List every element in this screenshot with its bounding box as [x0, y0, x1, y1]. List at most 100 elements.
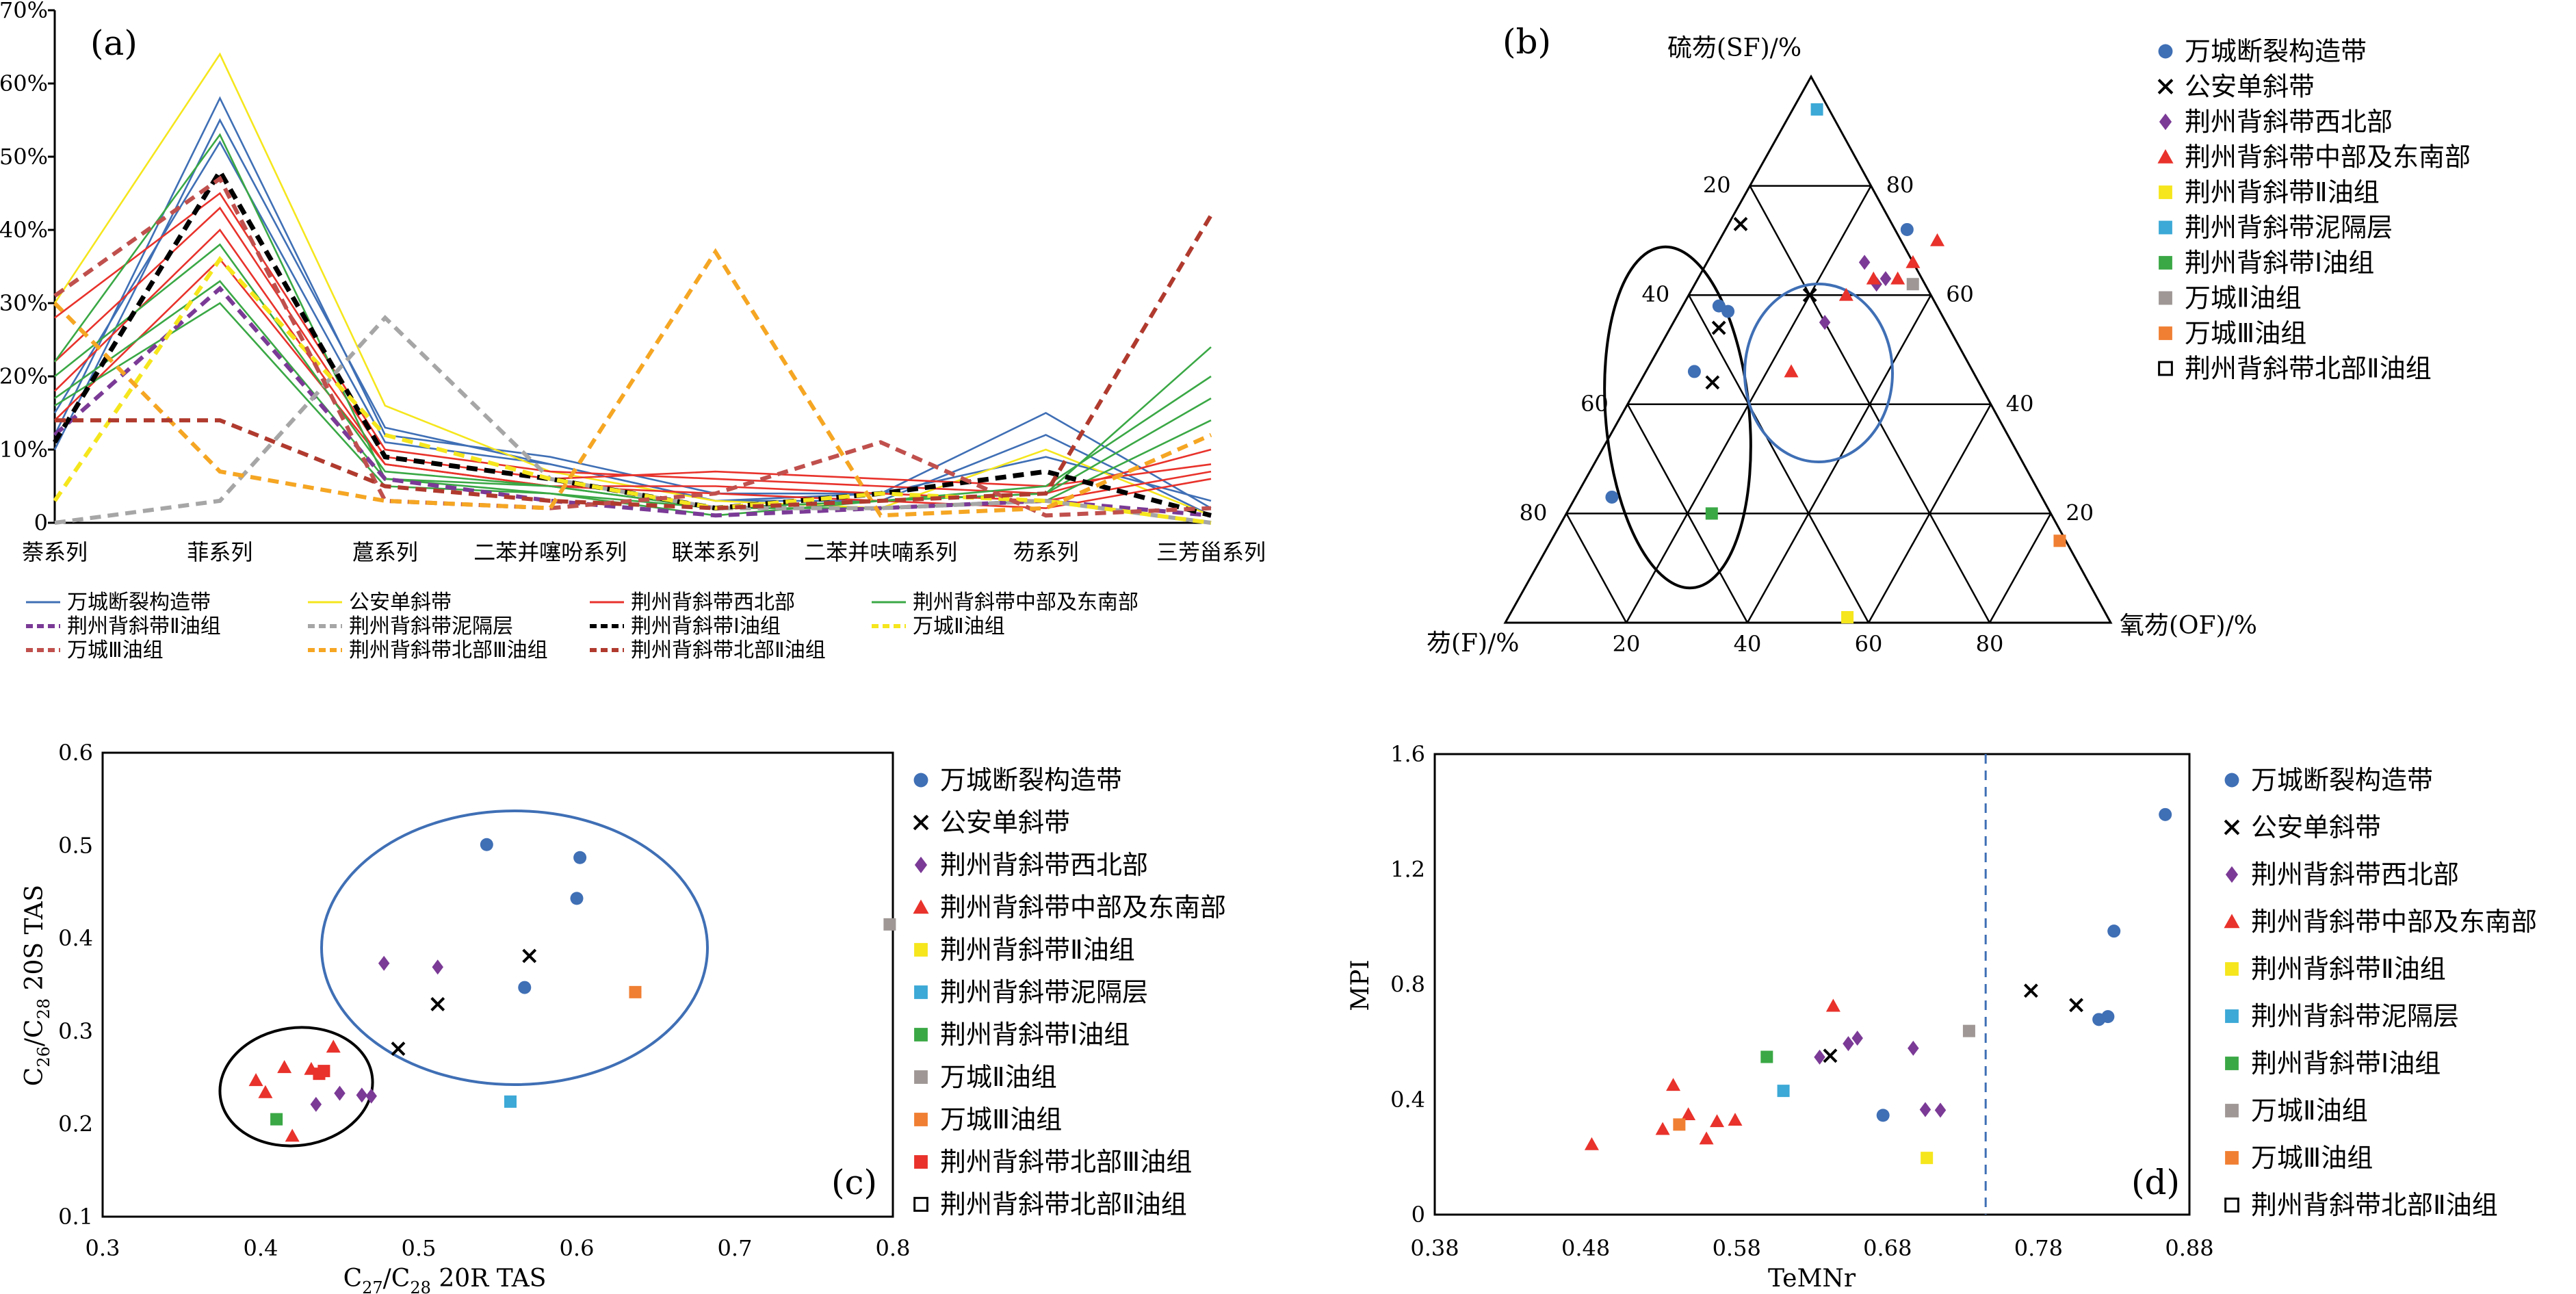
panel-c-point-4 [522, 948, 537, 963]
panel-b-legend-label-3: 荆州背斜带中部及东南部 [2185, 142, 2471, 172]
panel-b-label: (b) [1502, 22, 1551, 62]
panel-b-legend-marker-0 [2158, 44, 2173, 59]
panel-d-ytick-2: 0.8 [1390, 972, 1425, 998]
panel-a-ytick-1: 10% [0, 437, 48, 463]
panel-d-legend-label-6: 荆州背斜带Ⅰ油组 [2251, 1048, 2441, 1078]
panel-d-legend-label-1: 公安单斜带 [2251, 812, 2381, 842]
panel-d-legend-marker-5 [2225, 1009, 2239, 1023]
panel-c-y-label: C26/C28 20S TAS [21, 885, 53, 1086]
panel-a-category-1: 菲系列 [187, 539, 252, 565]
panel-b-right-axis-label: 氧芴(OF)/% [2120, 612, 2257, 640]
panel-a-category-7: 三芳甾系列 [1156, 539, 1266, 565]
panel-d-legend-marker-6 [2225, 1057, 2239, 1070]
panel-d-scatter: 0.38 0.48 0.58 0.68 0.78 0.88 0 0.4 0.8 1.2 1.6 Te… [1346, 741, 2537, 1293]
panel-d-xtick-4: 0.78 [2014, 1235, 2063, 1261]
panel-a-category-3: 二苯并噻吩系列 [473, 539, 627, 565]
panel-b-grid-f-4 [1565, 513, 1628, 623]
panel-c-ytick-4: 0.5 [58, 833, 93, 859]
panel-c-legend-marker-1 [913, 814, 929, 831]
panel-b-legend-label-2: 荆州背斜带西北部 [2185, 107, 2393, 137]
panel-d-legend-label-9: 荆州背斜带北部Ⅱ油组 [2251, 1190, 2498, 1220]
panel-b-point-2 [1687, 365, 1701, 378]
panel-c-point-0 [480, 838, 493, 851]
panel-a-series [53, 52, 1213, 525]
panel-a-series-line-1 [53, 118, 1212, 517]
panel-a-categories: 萘系列 菲系列 蔰系列 二苯并噻吩系列 联苯系列 二苯并呋喃系列 芴系列 三芳甾系列 [22, 539, 1266, 565]
panel-c-point-6 [391, 1041, 406, 1056]
panel-c-legend-label-3: 荆州背斜带中部及东南部 [940, 892, 1226, 922]
panel-d-xtick-1: 0.48 [1561, 1235, 1610, 1261]
panel-b-legend: 万城断裂构造带公安单斜带荆州背斜带西北部荆州背斜带中部及东南部荆州背斜带Ⅱ油组荆… [2157, 36, 2471, 384]
panel-c-point-8 [432, 959, 443, 975]
panel-c-point-12 [310, 1096, 322, 1112]
panel-b-right-tick-1: 60 [1946, 281, 1974, 307]
panel-b-point-7 [1705, 375, 1720, 390]
panel-d-legend-label-0: 万城断裂构造带 [2251, 765, 2433, 795]
panel-b-legend-marker-3 [2157, 148, 2174, 164]
panel-d-legend-marker-8 [2225, 1151, 2239, 1165]
panel-b-point-15 [1890, 271, 1905, 285]
panel-d-legend-marker-9 [2224, 1198, 2239, 1213]
panel-d-legend-marker-0 [2224, 773, 2239, 788]
panel-b-point-14 [1905, 255, 1921, 268]
panel-d-ticks: 0.38 0.48 0.58 0.68 0.78 0.88 0 0.4 0.8 1.2 1.6 [1390, 741, 2214, 1261]
panel-a-legend-label-3: 荆州背斜带中部及东南部 [913, 591, 1139, 614]
panel-b-legend-label-9: 荆州背斜带北部Ⅱ油组 [2185, 354, 2432, 384]
panel-b-legend-marker-5 [2159, 220, 2172, 235]
panel-b-black-ellipse [1603, 245, 1752, 590]
panel-c-xtick-3: 0.6 [560, 1235, 595, 1261]
panel-c-ticks: 0.3 0.4 0.5 0.6 0.7 0.8 0.1 0.2 0.3 0.4 0.5 0.6 [58, 740, 910, 1261]
panel-d-legend: 万城断裂构造带公安单斜带荆州背斜带西北部荆州背斜带中部及东南部荆州背斜带Ⅱ油组荆… [2224, 765, 2537, 1220]
panel-b-point-21 [1705, 507, 1718, 520]
panel-b-left-axis-label: 芴(F)/% [1427, 630, 1519, 658]
panel-d-legend-marker-3 [2224, 914, 2240, 929]
panel-d-point-18 [1728, 1113, 1743, 1126]
panel-c-scatter: 0.3 0.4 0.5 0.6 0.7 0.8 0.1 0.2 0.3 0.4 0.5 0.6 C27… [21, 740, 1226, 1294]
panel-a-series-line-4 [54, 192, 1212, 495]
panel-d-point-13 [1934, 1102, 1947, 1118]
panel-d-legend-label-4: 荆州背斜带Ⅱ油组 [2251, 954, 2446, 984]
panel-b-grid [1503, 74, 2113, 624]
panel-d-point-0 [2159, 807, 2172, 821]
panel-a-ytick-7: 70% [0, 0, 48, 23]
panel-a-category-2: 蔰系列 [352, 539, 418, 565]
panel-a-legend-label-7: 万城Ⅱ油组 [913, 614, 1005, 638]
panel-b-legend-marker-1 [2157, 79, 2174, 94]
panel-d-ytick-0: 0 [1411, 1202, 1425, 1228]
panel-c-ytick-5: 0.6 [58, 740, 93, 766]
panel-c-legend-label-0: 万城断裂构造带 [940, 765, 1122, 795]
panel-a-legend: 万城断裂构造带 公安单斜带 荆州背斜带西北部 荆州背斜带中部及东南部荆州背斜带Ⅱ油组荆… [26, 591, 1139, 662]
panel-a-ytick-0: 0 [34, 510, 48, 536]
panel-c-point-11 [365, 1088, 377, 1104]
panel-b-bottom-tick-1: 40 [1734, 631, 1762, 657]
panel-c-legend: 万城断裂构造带公安单斜带荆州背斜带西北部荆州背斜带中部及东南部荆州背斜带Ⅱ油组荆… [913, 765, 1226, 1219]
panel-c-xtick-5: 0.8 [876, 1235, 911, 1261]
panel-b-left-tick-1: 40 [1641, 281, 1669, 307]
panel-c-points [248, 838, 896, 1142]
panel-b-point-13 [1930, 233, 1944, 246]
panel-b-point-23 [2053, 534, 2066, 547]
panel-d-point-17 [1710, 1114, 1725, 1128]
panel-d-point-26 [1673, 1118, 1686, 1131]
panel-c-point-9 [334, 1085, 346, 1101]
panel-c-legend-marker-0 [913, 773, 928, 788]
panel-b-bottom-tick-0: 20 [1613, 631, 1641, 657]
panel-c-legend-marker-3 [913, 899, 929, 914]
panel-d-xtick-5: 0.88 [2165, 1235, 2213, 1261]
panel-c-legend-label-5: 荆州背斜带泥隔层 [940, 977, 1148, 1007]
panel-b-point-8 [1802, 287, 1817, 302]
panel-c-legend-label-10: 荆州背斜带北部Ⅱ油组 [940, 1189, 1187, 1219]
panel-b-bottom-tick-3: 80 [1976, 631, 2004, 657]
panel-d-point-3 [2092, 1013, 2106, 1026]
panel-a-series-line-0 [53, 96, 1212, 509]
panel-a-category-5: 二苯并呋喃系列 [804, 539, 957, 565]
panel-a-ytick-3: 30% [0, 290, 48, 316]
panel-c-plot-frame [101, 751, 894, 1218]
panel-b-legend-marker-6 [2159, 256, 2172, 270]
panel-c-legend-label-6: 荆州背斜带Ⅰ油组 [940, 1020, 1130, 1050]
panel-c-point-1 [573, 851, 587, 864]
panel-d-points [1584, 807, 2172, 1165]
panel-a-ytick-5: 50% [0, 144, 48, 170]
panel-d-point-14 [1825, 998, 1840, 1012]
